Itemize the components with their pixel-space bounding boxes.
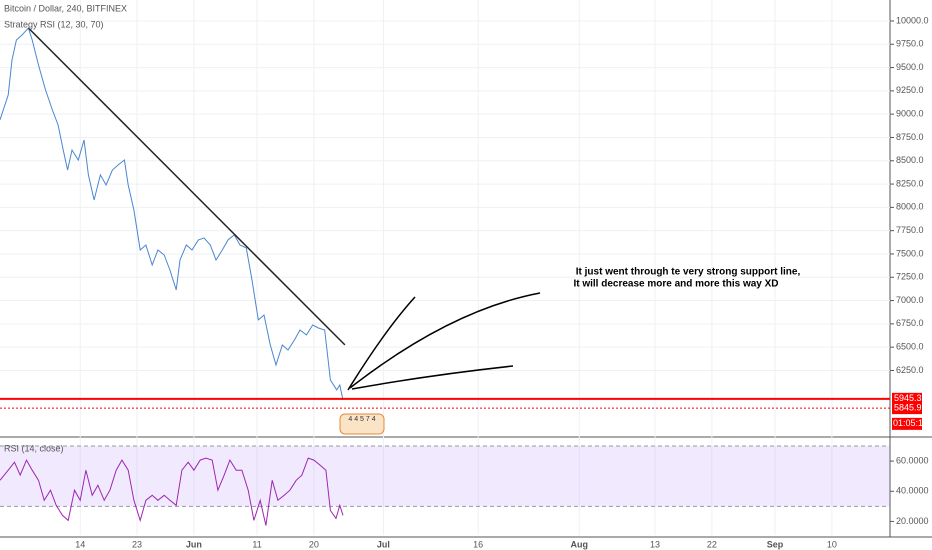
x-tick-label: Jul — [377, 539, 390, 549]
drawing-arrow — [351, 365, 514, 390]
y-tick-label: 8250.0 — [896, 178, 924, 188]
badge-text: 4 4 5 7 4 — [348, 416, 375, 423]
x-tick-label: 23 — [132, 539, 142, 549]
annotation: It just went through te very strong supp… — [576, 267, 801, 278]
x-tick-label: 20 — [309, 539, 319, 549]
y-tick-label: 8000.0 — [896, 202, 924, 212]
rsi-title: RSI (14, close) — [4, 443, 64, 453]
price-label-box — [892, 392, 922, 405]
y-tick-label: 7750.0 — [896, 225, 924, 235]
price-label-box — [892, 402, 922, 415]
y-tick-label: 60.0000 — [896, 455, 929, 465]
y-tick-label: 40.0000 — [896, 486, 929, 496]
annotation: It will decrease more and more this way … — [573, 279, 778, 290]
x-tick-label: 11 — [252, 539, 261, 549]
y-tick-label: 6250.0 — [896, 365, 924, 375]
countdown: 01:05:14 — [893, 418, 928, 428]
price-label: 5945.3 — [894, 393, 922, 403]
y-tick-label: 8750.0 — [896, 132, 924, 142]
badge — [339, 413, 385, 435]
y-tick-label: 10000.0 — [896, 15, 929, 25]
drawing-arrow — [347, 296, 416, 391]
y-tick-label: 9000.0 — [896, 109, 924, 119]
line-series — [0, 457, 344, 526]
chart-subtitle: Strategy RSI (12, 30, 70) — [4, 19, 104, 29]
rsi-band — [0, 446, 890, 507]
line-series — [27, 27, 346, 346]
y-tick-label: 9750.0 — [896, 39, 924, 49]
y-tick-label: 6500.0 — [896, 342, 924, 352]
y-tick-label: 9250.0 — [896, 85, 924, 95]
x-tick-label: Aug — [570, 539, 588, 549]
price-label: 5845.9 — [894, 402, 922, 412]
y-tick-label: 7250.0 — [896, 272, 924, 282]
y-tick-label: 6750.0 — [896, 318, 924, 328]
x-tick-label: 13 — [650, 539, 660, 549]
x-tick-label: 10 — [827, 539, 837, 549]
x-tick-label: Jun — [186, 539, 202, 549]
x-tick-label: 14 — [75, 539, 85, 549]
countdown-box — [892, 417, 922, 430]
x-tick-label: 22 — [707, 539, 717, 549]
y-tick-label: 8500.0 — [896, 155, 924, 165]
y-tick-label: 9500.0 — [896, 62, 924, 72]
x-tick-label: Sep — [767, 539, 784, 549]
line-series — [0, 27, 344, 401]
y-tick-label: 7500.0 — [896, 248, 924, 258]
y-tick-label: 20.0000 — [896, 516, 929, 526]
x-tick-label: 16 — [473, 539, 483, 549]
chart-title: Bitcoin / Dollar, 240, BITFINEX — [4, 3, 127, 13]
y-tick-label: 7000.0 — [896, 295, 924, 305]
drawing-arrow — [349, 292, 541, 389]
